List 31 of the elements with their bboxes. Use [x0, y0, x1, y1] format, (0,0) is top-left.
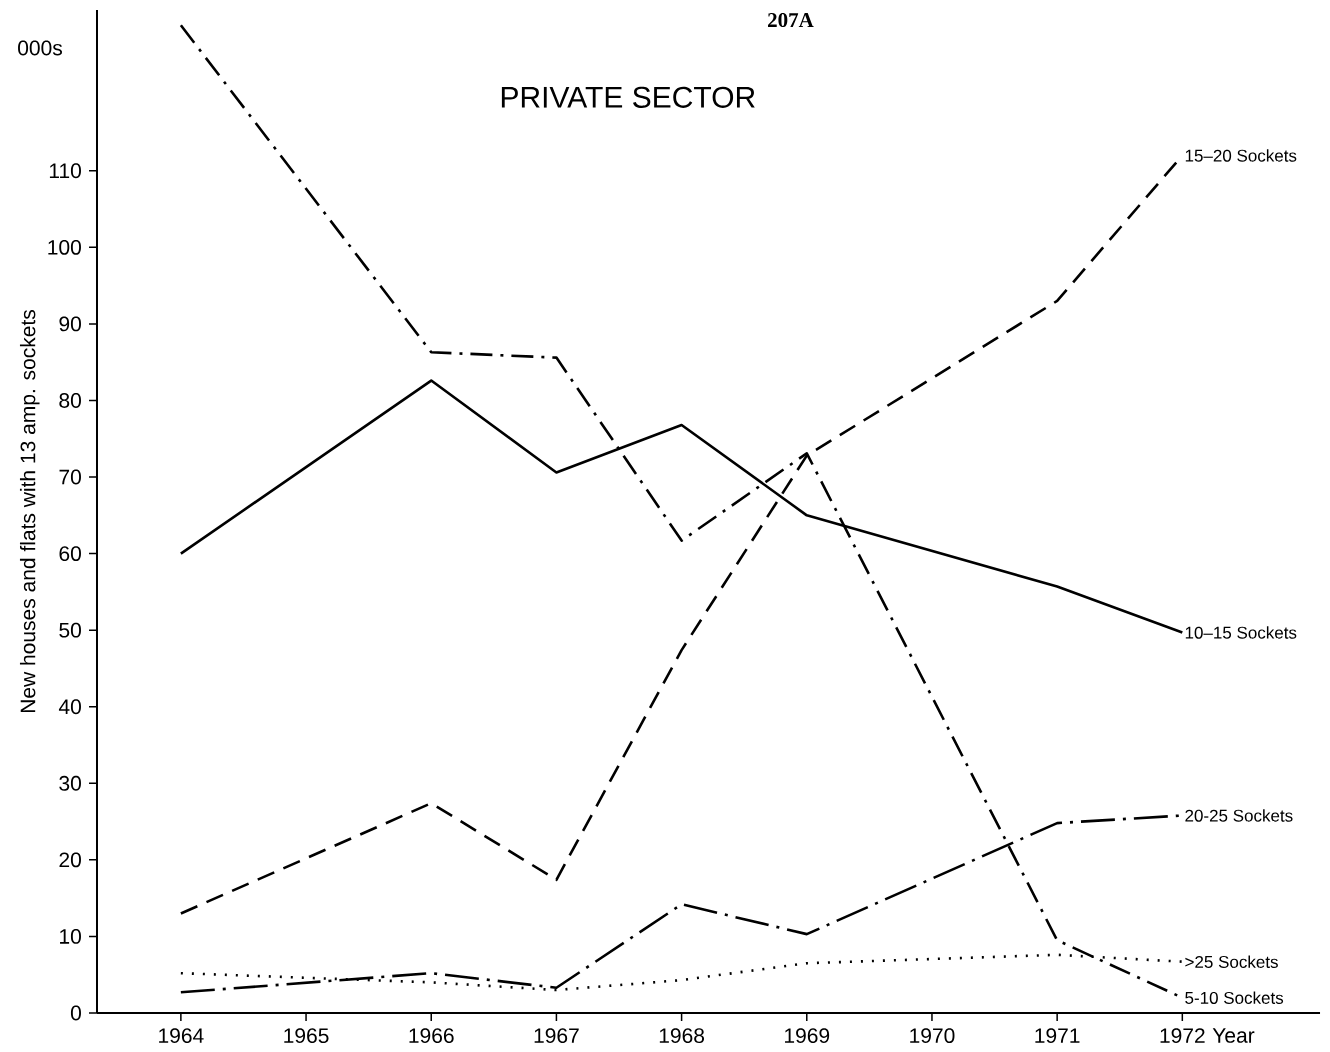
y-tick-label: 40 — [58, 699, 81, 715]
y-tick-label: 110 — [49, 163, 81, 179]
x-tick-label: 1966 — [409, 1028, 454, 1044]
annotation: 207A — [768, 12, 814, 28]
series-label: 5-10 Sockets — [1185, 991, 1284, 1004]
y-tick-label: 30 — [59, 775, 81, 791]
y-tick-label: 60 — [59, 546, 81, 562]
y-tick-label: 80 — [59, 393, 81, 408]
x-tick-label: 1971 — [1035, 1028, 1080, 1044]
series-label: 15–20 Sockets — [1185, 149, 1297, 162]
series-label: 20-25 Sockets — [1185, 809, 1293, 822]
x-tick-label: 1965 — [284, 1028, 329, 1044]
text: PRIVATE SECTOR — [501, 86, 755, 108]
x-tick-label: 1964 — [159, 1028, 204, 1044]
x-tick-label: 1968 — [659, 1028, 705, 1044]
y-tick-label: 50 — [59, 622, 81, 638]
y-tick-label: 90 — [59, 316, 81, 332]
y-tick-label: 10 — [60, 929, 81, 944]
y-tick-label: 0 — [70, 1005, 81, 1021]
x-tick-label: 1969 — [785, 1028, 830, 1044]
y-tick-label: 100 — [48, 239, 81, 255]
text: 000s — [18, 40, 62, 56]
y-tick-label: 20 — [59, 852, 81, 868]
series-label: >25 Sockets — [1185, 955, 1278, 968]
x-axis-title: Year — [1212, 1028, 1255, 1043]
y-axis-title: New houses and flats with 13 amp. sockets — [19, 310, 40, 713]
x-tick-label: 1967 — [534, 1028, 579, 1044]
y-tick-label: 70 — [59, 469, 81, 485]
series-label: 10–15 Sockets — [1185, 626, 1297, 639]
x-tick-label: 1972 — [1160, 1028, 1205, 1044]
x-tick-label: 1970 — [910, 1028, 955, 1044]
